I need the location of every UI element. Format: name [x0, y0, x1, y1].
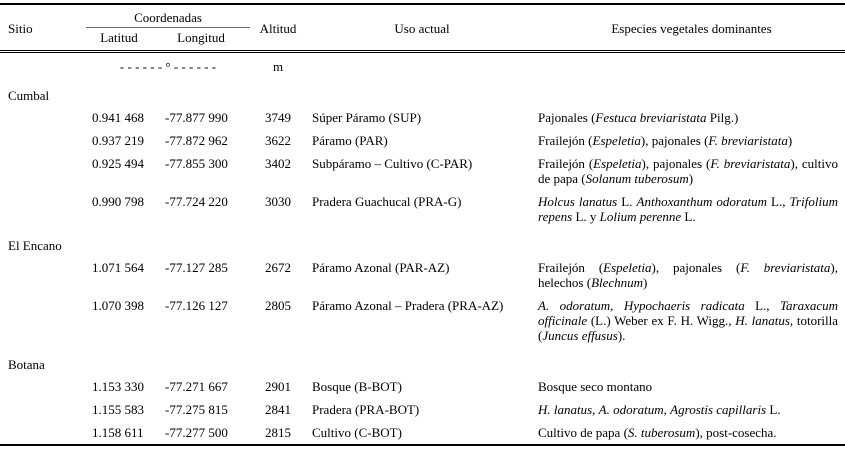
col-header-uso-actual: Uso actual — [306, 4, 538, 53]
cell-longitud: -77.275 815 — [165, 402, 228, 417]
cell-uso-actual: Bosque (B-BOT) — [312, 379, 402, 394]
cell-sitio-empty — [0, 421, 86, 445]
cell-latitud: 1.071 564 — [92, 260, 144, 275]
units-empty-especies — [538, 52, 845, 79]
units-coordenadas-degrees: - - - - - - ° - - - - - - — [119, 59, 217, 74]
section-name: El Encano — [8, 238, 62, 253]
cell-altitud: 2815 — [265, 425, 291, 440]
table-body: - - - - - - ° - - - - - - m Cumbal 0.941… — [0, 52, 845, 446]
section-name: Cumbal — [8, 88, 50, 103]
cell-uso-actual: Páramo Azonal – Pradera (PRA-AZ) — [312, 298, 504, 313]
cell-longitud: -77.271 667 — [165, 379, 228, 394]
table-row: 1.153 330 -77.271 667 2901 Bosque (B-BOT… — [0, 375, 845, 398]
cell-latitud: 1.153 330 — [92, 379, 144, 394]
cell-latitud: 1.155 583 — [92, 402, 144, 417]
col-header-latitud: Latitud — [86, 27, 152, 53]
units-empty-sitio — [0, 52, 86, 79]
cell-latitud: 0.925 494 — [92, 156, 144, 171]
units-altitud-meters: m — [272, 59, 284, 74]
site-table: Sitio Coordenadas Altitud Uso actual Esp… — [0, 3, 845, 446]
cell-longitud: -77.127 285 — [165, 260, 228, 275]
col-header-longitud: Longitud — [152, 27, 250, 53]
cell-especies: Frailejón (Espeletia), pajonales (F. bre… — [538, 156, 838, 186]
section-row: Botana — [0, 347, 845, 375]
cell-sitio-empty — [0, 190, 86, 228]
table-row: 0.990 798 -77.724 220 3030 Pradera Guach… — [0, 190, 845, 228]
section-name: Botana — [8, 357, 45, 372]
cell-altitud: 2901 — [265, 379, 291, 394]
cell-latitud: 1.158 611 — [92, 425, 144, 440]
cell-uso-actual: Cultivo (C-BOT) — [312, 425, 402, 440]
cell-sitio-empty — [0, 294, 86, 347]
cell-longitud: -77.877 990 — [165, 110, 228, 125]
col-header-coordenadas: Coordenadas — [86, 4, 250, 28]
cell-altitud: 3402 — [265, 156, 291, 171]
cell-longitud: -77.277 500 — [165, 425, 228, 440]
cell-altitud: 3749 — [265, 110, 291, 125]
cell-sitio-empty — [0, 129, 86, 152]
cell-uso-actual: Subpáramo – Cultivo (C-PAR) — [312, 156, 473, 171]
cell-especies: Holcus lanatus L. Anthoxanthum odoratum … — [538, 194, 838, 224]
table-row: 1.155 583 -77.275 815 2841 Pradera (PRA-… — [0, 398, 845, 421]
cell-altitud: 3030 — [265, 194, 291, 209]
col-header-altitud: Altitud — [250, 4, 306, 53]
section-row: Cumbal — [0, 78, 845, 106]
cell-especies: Bosque seco montano — [538, 379, 653, 394]
cell-especies: Frailejón (Espeletia), pajonales (F. bre… — [538, 133, 793, 148]
table-row: 0.941 468 -77.877 990 3749 Súper Páramo … — [0, 106, 845, 129]
units-empty-uso — [306, 52, 538, 79]
cell-altitud: 3622 — [265, 133, 291, 148]
cell-especies: Cultivo de papa (S. tuberosum), post-cos… — [538, 425, 777, 440]
cell-sitio-empty — [0, 106, 86, 129]
cell-longitud: -77.724 220 — [165, 194, 228, 209]
cell-especies: Pajonales (Festuca breviaristata Pilg.) — [538, 110, 739, 125]
cell-altitud: 2841 — [265, 402, 291, 417]
cell-sitio-empty — [0, 256, 86, 294]
cell-especies: A. odoratum, Hypochaeris radicata L., Ta… — [538, 298, 839, 343]
col-header-especies: Especies vegetales dominantes — [538, 4, 845, 53]
cell-latitud: 0.941 468 — [92, 110, 144, 125]
table-row: 1.158 611 -77.277 500 2815 Cultivo (C-BO… — [0, 421, 845, 445]
cell-latitud: 0.937 219 — [92, 133, 144, 148]
table-row: 0.937 219 -77.872 962 3622 Páramo (PAR) … — [0, 129, 845, 152]
cell-latitud: 0.990 798 — [92, 194, 144, 209]
table-row: 1.070 398 -77.126 127 2805 Páramo Azonal… — [0, 294, 845, 347]
col-header-sitio: Sitio — [0, 4, 86, 53]
cell-sitio-empty — [0, 398, 86, 421]
table-row: 1.071 564 -77.127 285 2672 Páramo Azonal… — [0, 256, 845, 294]
cell-uso-actual: Páramo Azonal (PAR-AZ) — [312, 260, 450, 275]
cell-sitio-empty — [0, 375, 86, 398]
cell-sitio-empty — [0, 152, 86, 190]
cell-altitud: 2672 — [265, 260, 291, 275]
section-row: El Encano — [0, 228, 845, 256]
cell-longitud: -77.855 300 — [165, 156, 228, 171]
units-row: - - - - - - ° - - - - - - m — [0, 52, 845, 79]
cell-especies: H. lanatus, A. odoratum, Agrostis capill… — [538, 402, 781, 417]
cell-altitud: 2805 — [265, 298, 291, 313]
table-row: 0.925 494 -77.855 300 3402 Subpáramo – C… — [0, 152, 845, 190]
cell-uso-actual: Pradera (PRA-BOT) — [312, 402, 420, 417]
cell-uso-actual: Súper Páramo (SUP) — [312, 110, 422, 125]
cell-uso-actual: Páramo (PAR) — [312, 133, 388, 148]
cell-uso-actual: Pradera Guachucal (PRA-G) — [312, 194, 462, 209]
cell-especies: Frailejón (Espeletia), pajonales (F. bre… — [538, 260, 839, 290]
cell-longitud: -77.126 127 — [165, 298, 228, 313]
cell-longitud: -77.872 962 — [165, 133, 228, 148]
table-header: Sitio Coordenadas Altitud Uso actual Esp… — [0, 4, 845, 53]
cell-latitud: 1.070 398 — [92, 298, 144, 313]
